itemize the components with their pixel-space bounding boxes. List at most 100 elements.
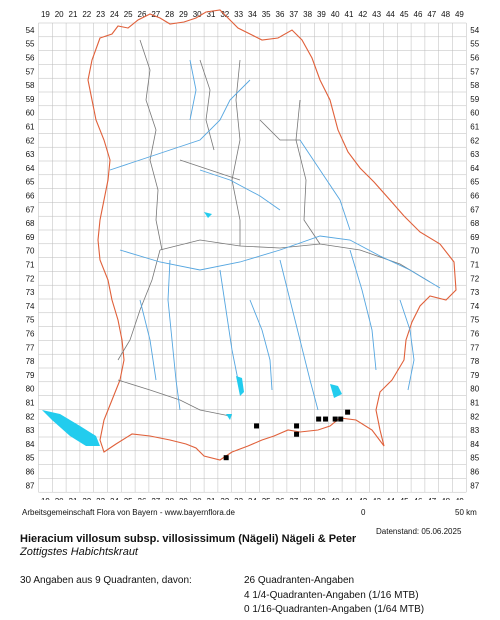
y-label-right: 68 (470, 219, 479, 228)
x-label-top: 44 (386, 10, 395, 19)
y-label-left: 74 (26, 302, 35, 311)
y-label-left: 64 (26, 164, 35, 173)
x-label-top: 27 (151, 10, 160, 19)
y-label-left: 66 (26, 192, 35, 201)
x-label-bottom: 34 (248, 497, 257, 500)
x-label-top: 36 (276, 10, 285, 19)
y-label-right: 56 (470, 54, 479, 63)
x-label-top: 49 (455, 10, 464, 19)
y-label-right: 63 (470, 150, 479, 159)
y-label-right: 58 (470, 81, 479, 90)
occurrence-marker (223, 455, 229, 461)
x-label-bottom: 29 (179, 497, 188, 500)
x-label-top: 26 (138, 10, 147, 19)
distribution-map: 19 19 20 20 21 21 22 22 23 23 24 24 25 25 26 26 27 27 28 28… (26, 9, 480, 500)
y-label-left: 73 (26, 288, 35, 297)
y-label-right: 72 (470, 274, 479, 283)
rivers (109, 59, 441, 411)
y-label-right: 74 (470, 302, 479, 311)
occurrence-marker (338, 416, 344, 422)
x-label-top: 42 (358, 10, 367, 19)
y-label-left: 87 (26, 481, 35, 490)
lakes (42, 212, 342, 446)
y-label-right: 81 (470, 399, 479, 408)
y-label-left: 71 (26, 261, 35, 270)
y-label-left: 57 (26, 67, 35, 76)
occurrence-marker (345, 409, 351, 415)
y-label-left: 78 (26, 357, 35, 366)
species-common-name: Zottigstes Habichtskraut (20, 546, 138, 558)
x-label-top: 39 (317, 10, 326, 19)
y-label-left: 83 (26, 426, 35, 435)
y-label-left: 75 (26, 316, 35, 325)
occurrence-marker (316, 416, 322, 422)
y-label-left: 56 (26, 54, 35, 63)
x-label-bottom: 45 (400, 497, 409, 500)
y-label-right: 82 (470, 412, 479, 421)
x-label-bottom: 35 (262, 497, 271, 500)
y-label-left: 85 (26, 454, 35, 463)
y-label-left: 68 (26, 219, 35, 228)
y-label-right: 73 (470, 288, 479, 297)
scale-end-label: 50 km (455, 508, 477, 517)
y-label-right: 78 (470, 357, 479, 366)
y-label-left: 76 (26, 330, 35, 339)
x-label-bottom: 43 (372, 497, 381, 500)
species-scientific-name: Hieracium villosum subsp. villosissimum … (20, 533, 357, 545)
x-label-bottom: 49 (455, 497, 464, 500)
x-label-bottom: 24 (110, 497, 119, 500)
x-label-top: 20 (55, 10, 64, 19)
x-label-top: 22 (82, 10, 91, 19)
y-label-left: 70 (26, 247, 35, 256)
y-label-left: 79 (26, 371, 35, 380)
x-label-bottom: 36 (276, 497, 285, 500)
x-label-bottom: 26 (138, 497, 147, 500)
date-stamp: Datenstand: 05.06.2025 (376, 527, 462, 536)
x-label-bottom: 40 (331, 497, 340, 500)
x-label-top: 31 (207, 10, 216, 19)
occurrence-marker (254, 423, 260, 429)
stats-1-64-mtb: 0 1/16-Quadranten-Angaben (1/64 MTB) (244, 604, 425, 615)
y-label-left: 55 (26, 40, 35, 49)
y-label-right: 71 (470, 261, 479, 270)
x-label-bottom: 42 (358, 497, 367, 500)
stats-quadrant: 26 Quadranten-Angaben (244, 575, 355, 586)
y-label-right: 66 (470, 192, 479, 201)
y-label-right: 67 (470, 205, 479, 214)
y-label-right: 54 (470, 26, 479, 35)
x-label-top: 33 (234, 10, 243, 19)
x-label-bottom: 44 (386, 497, 395, 500)
y-label-left: 67 (26, 205, 35, 214)
x-label-bottom: 19 (41, 497, 50, 500)
x-label-top: 23 (96, 10, 105, 19)
occurrence-markers (223, 409, 351, 461)
x-label-bottom: 46 (414, 497, 423, 500)
y-label-left: 59 (26, 95, 35, 104)
state-border (87, 9, 457, 461)
x-label-top: 41 (345, 10, 354, 19)
credit-text: Arbeitsgemeinschaft Flora von Bayern - w… (22, 508, 235, 517)
y-label-left: 63 (26, 150, 35, 159)
x-label-top: 24 (110, 10, 119, 19)
y-label-left: 84 (26, 440, 35, 449)
grid-labels: 19 19 20 20 21 21 22 22 23 23 24 24 25 25 26 26 27 27 28 28… (26, 10, 480, 500)
y-label-left: 86 (26, 468, 35, 477)
x-label-bottom: 23 (96, 497, 105, 500)
y-label-right: 65 (470, 178, 479, 187)
x-label-top: 40 (331, 10, 340, 19)
x-label-top: 29 (179, 10, 188, 19)
x-label-bottom: 47 (427, 497, 436, 500)
x-label-top: 38 (303, 10, 312, 19)
y-label-right: 84 (470, 440, 479, 449)
x-label-bottom: 27 (151, 497, 160, 500)
y-label-right: 59 (470, 95, 479, 104)
y-label-right: 80 (470, 385, 479, 394)
y-label-left: 69 (26, 233, 35, 242)
x-label-bottom: 30 (193, 497, 202, 500)
y-label-left: 72 (26, 274, 35, 283)
x-label-top: 37 (289, 10, 298, 19)
y-label-left: 54 (26, 26, 35, 35)
x-label-top: 21 (69, 10, 78, 19)
y-label-left: 58 (26, 81, 35, 90)
y-label-left: 80 (26, 385, 35, 394)
